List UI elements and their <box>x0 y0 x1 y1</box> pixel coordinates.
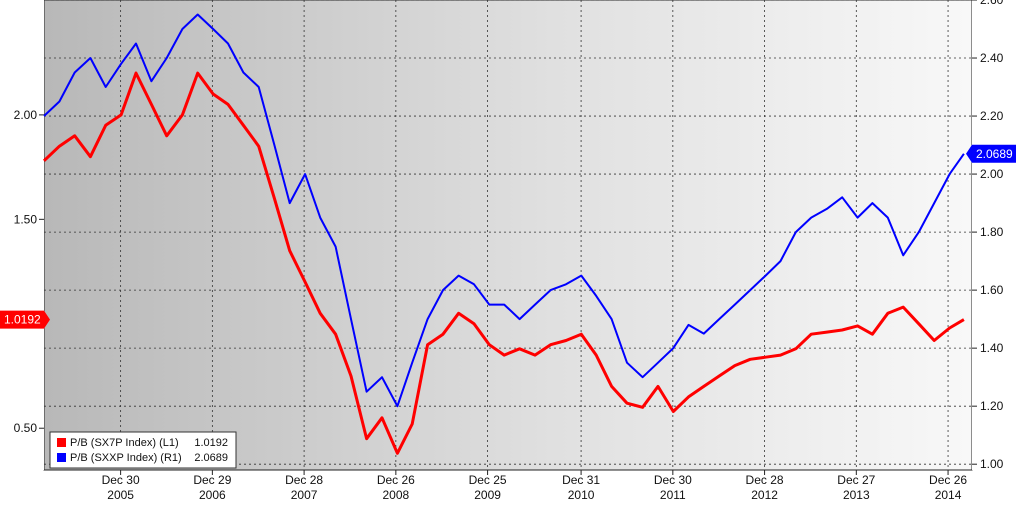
y-left-tick-label: 2.00 <box>14 108 38 122</box>
last-value-badges: 1.0192 2.0689 <box>0 144 1016 329</box>
last-value-label-left: 1.0192 <box>4 313 41 327</box>
gridlines <box>44 0 972 470</box>
y-right-tick-label: 2.40 <box>980 51 1004 65</box>
legend-series-name: P/B (SXXP Index) (R1) <box>70 452 182 464</box>
right-axis-strip <box>972 0 1016 470</box>
x-tick-label: Dec 28 <box>285 473 323 487</box>
y-right-tick-label: 1.20 <box>980 399 1004 413</box>
x-tick-label: Dec 26 <box>929 473 967 487</box>
x-tick-year: 2014 <box>935 488 962 502</box>
x-tick-label: Dec 31 <box>562 473 600 487</box>
y-right-tick-label: 2.20 <box>980 109 1004 123</box>
series-lines <box>42 13 965 455</box>
legend-series-name: P/B (SX7P Index) (L1) <box>70 437 179 449</box>
y-left-tick-label: 0.50 <box>14 421 38 435</box>
x-tick-year: 2012 <box>751 488 778 502</box>
y-right-tick-label: 1.00 <box>980 457 1004 471</box>
x-tick-year: 2007 <box>291 488 318 502</box>
last-value-label-right: 2.0689 <box>976 147 1013 161</box>
x-tick-label: Dec 27 <box>837 473 875 487</box>
x-tick-year: 2008 <box>382 488 409 502</box>
y-right-tick-label: 1.40 <box>980 341 1004 355</box>
y-right-tick-label: 1.80 <box>980 225 1004 239</box>
series-line-sx7p <box>42 71 965 455</box>
x-tick-year: 2011 <box>660 488 686 502</box>
legend-swatch <box>57 438 66 447</box>
legend-swatch <box>57 453 66 462</box>
x-tick-year: 2010 <box>568 488 595 502</box>
x-tick-label: Dec 29 <box>193 473 231 487</box>
legend: P/B (SX7P Index) (L1) 1.0192 P/B (SXXP Ind… <box>49 431 237 469</box>
y-right-tick-label: 2.60 <box>980 0 1004 7</box>
y-left-tick-label: 1.50 <box>14 212 38 226</box>
last-value-badge-left <box>0 310 50 329</box>
x-tick-year: 2006 <box>199 488 226 502</box>
legend-series-value: 2.0689 <box>194 452 228 464</box>
x-tick-label: Dec 25 <box>469 473 507 487</box>
series-line-sxxp <box>43 13 965 408</box>
right-axis: 1.00 1.20 1.40 1.60 1.80 2.00 2.20 2.40 2.60 <box>972 0 1004 471</box>
x-tick-label: Dec 26 <box>377 473 415 487</box>
x-tick-year: 2013 <box>843 488 870 502</box>
x-tick-label: Dec 28 <box>746 473 784 487</box>
last-value-badge-right <box>966 144 1016 163</box>
left-axis-strip <box>0 0 44 470</box>
plot-area <box>43 0 973 471</box>
x-tick-label: Dec 30 <box>654 473 692 487</box>
y-right-tick-label: 1.60 <box>980 283 1004 297</box>
y-right-tick-label: 2.00 <box>980 167 1004 181</box>
legend-box <box>49 431 237 469</box>
legend-series-value: 1.0192 <box>194 437 228 449</box>
x-tick-year: 2009 <box>474 488 501 502</box>
x-tick-year: 2005 <box>107 488 134 502</box>
x-tick-label: Dec 30 <box>102 473 140 487</box>
